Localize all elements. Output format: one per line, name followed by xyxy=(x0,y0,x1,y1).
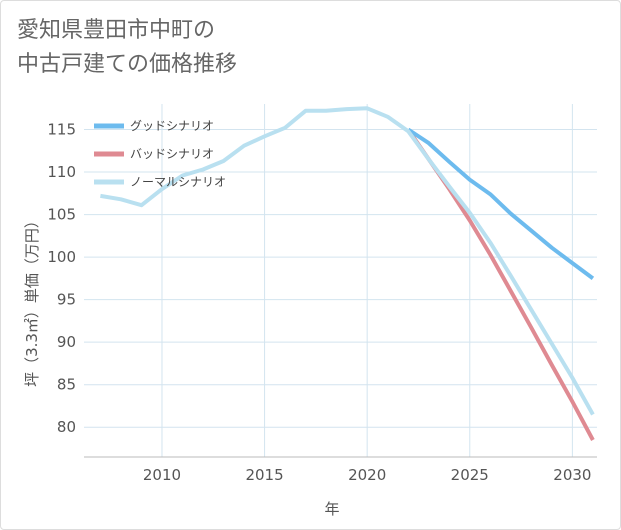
legend-label-normal: ノーマルシナリオ xyxy=(130,175,226,189)
x-axis-title: 年 xyxy=(324,500,339,518)
y-axis-ticks: 80 85 90 95 100 105 110 115 xyxy=(47,121,76,437)
y-tick-label: 105 xyxy=(47,206,76,224)
legend-label-bad: バッドシナリオ xyxy=(130,147,214,161)
y-tick-label: 100 xyxy=(47,248,76,266)
y-tick-label: 115 xyxy=(47,121,76,139)
x-tick-label: 2010 xyxy=(143,466,181,484)
series-line-good xyxy=(407,127,595,281)
series-line-bad xyxy=(406,128,595,441)
chart-title: 愛知県豊田市中町の 中古戸建ての価格推移 xyxy=(17,14,537,82)
x-tick-label: 2030 xyxy=(553,466,591,484)
y-tick-label: 85 xyxy=(57,376,76,394)
y-tick-label: 80 xyxy=(57,418,76,436)
chart-title-line2: 中古戸建ての価格推移 xyxy=(17,52,238,77)
x-tick-label: 2025 xyxy=(451,466,489,484)
grid-lines xyxy=(84,104,597,457)
series-lines xyxy=(100,106,595,441)
y-tick-label: 110 xyxy=(47,163,76,181)
legend-label-good: グッドシナリオ xyxy=(130,119,214,133)
series-line-normal xyxy=(100,106,595,416)
y-axis-title: 坪（3.3㎡）単価（万円） xyxy=(23,213,41,387)
x-tick-label: 2020 xyxy=(348,466,386,484)
x-tick-label: 2015 xyxy=(245,466,283,484)
y-tick-label: 90 xyxy=(57,333,76,351)
y-tick-label: 95 xyxy=(57,291,76,309)
x-axis-ticks: 2010 2015 2020 2025 2030 xyxy=(143,466,592,484)
chart-title-line1: 愛知県豊田市中町の xyxy=(17,18,216,43)
